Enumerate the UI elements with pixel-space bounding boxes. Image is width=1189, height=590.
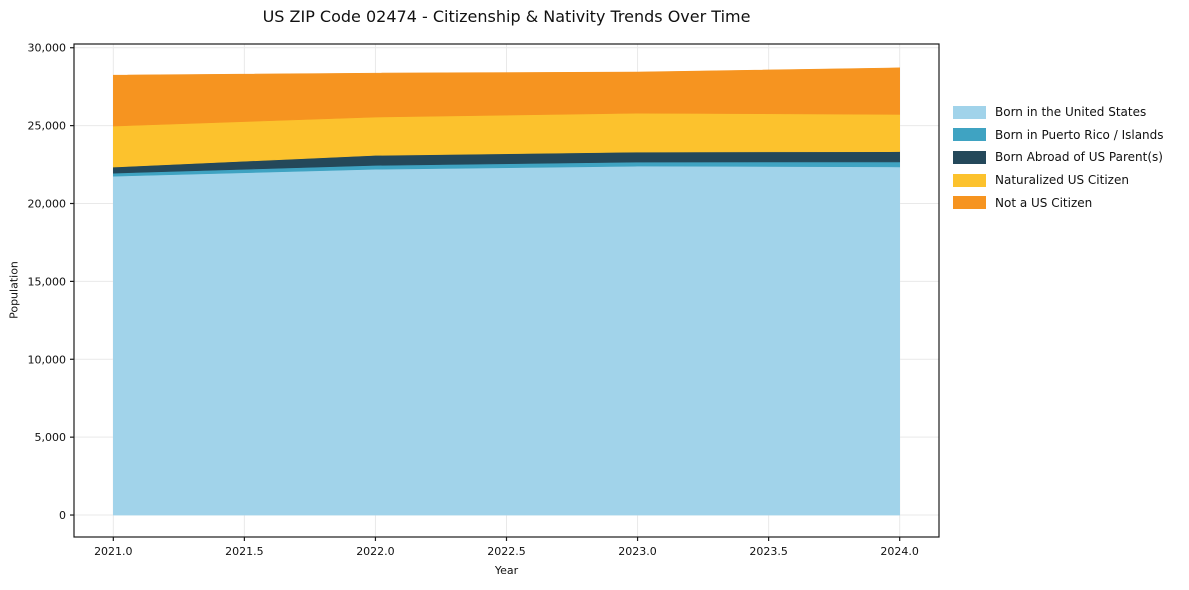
x-tick-label: 2022.0 xyxy=(356,545,395,558)
legend-label: Not a US Citizen xyxy=(995,195,1093,210)
x-tick-label: 2024.0 xyxy=(880,545,919,558)
area-series xyxy=(113,165,900,516)
x-tick-label: 2023.0 xyxy=(618,545,657,558)
legend: Born in the United States Born in Puerto … xyxy=(953,101,1164,214)
legend-label: Born in the United States xyxy=(995,105,1147,120)
legend-label: Born Abroad of US Parent(s) xyxy=(995,150,1163,165)
legend-item: Born in the United States xyxy=(953,101,1164,124)
x-tick-label: 2021.0 xyxy=(94,545,133,558)
area-series xyxy=(113,67,900,127)
x-axis-label: Year xyxy=(494,564,519,577)
x-tick-label: 2023.5 xyxy=(749,545,788,558)
legend-item: Born in Puerto Rico / Islands xyxy=(953,124,1164,147)
y-tick-label: 0 xyxy=(59,509,66,522)
y-tick-label: 30,000 xyxy=(28,42,67,55)
legend-swatch xyxy=(953,105,986,119)
legend-item: Naturalized US Citizen xyxy=(953,169,1164,192)
legend-swatch xyxy=(953,173,986,187)
x-tick-label: 2022.5 xyxy=(487,545,526,558)
y-tick-label: 10,000 xyxy=(28,353,67,366)
y-tick-label: 5,000 xyxy=(35,431,67,444)
y-tick-label: 25,000 xyxy=(28,120,67,133)
legend-item: Born Abroad of US Parent(s) xyxy=(953,146,1164,169)
chart-title: US ZIP Code 02474 - Citizenship & Nativi… xyxy=(262,7,751,26)
legend-swatch xyxy=(953,128,986,142)
legend-item: Not a US Citizen xyxy=(953,191,1164,214)
legend-swatch xyxy=(953,196,986,210)
y-tick-label: 20,000 xyxy=(28,198,67,211)
y-axis-label: Population xyxy=(7,261,21,319)
legend-label: Born in Puerto Rico / Islands xyxy=(995,127,1164,142)
x-tick-label: 2021.5 xyxy=(225,545,264,558)
legend-label: Naturalized US Citizen xyxy=(995,173,1129,188)
legend-swatch xyxy=(953,150,986,164)
y-tick-label: 15,000 xyxy=(28,275,67,288)
